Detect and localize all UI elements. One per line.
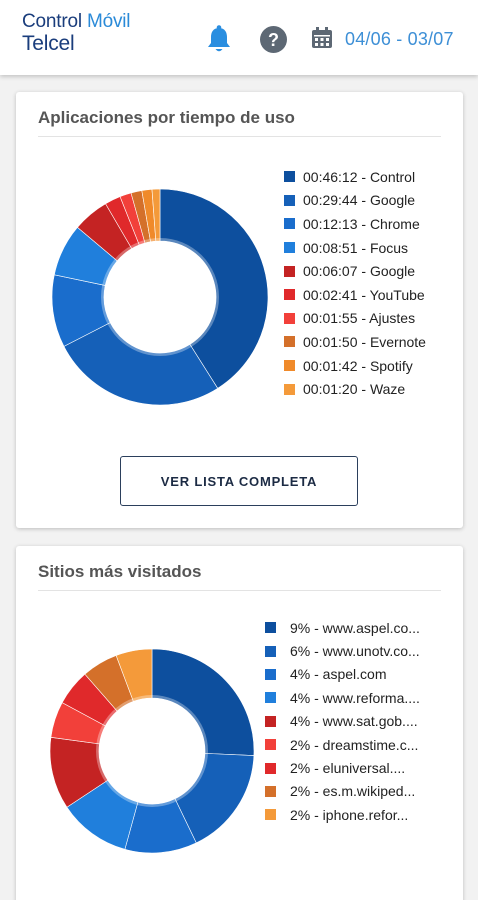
legend-label: 4% - www.sat.gob.... bbox=[290, 713, 418, 730]
legend-item: 2% - dreamstime.c... bbox=[265, 733, 420, 756]
legend-item: 4% - www.sat.gob.... bbox=[265, 710, 420, 733]
donut-hole bbox=[99, 698, 205, 804]
legend-swatch bbox=[284, 194, 295, 206]
legend-swatch bbox=[265, 692, 276, 704]
legend-item: 00:01:50 - Evernote bbox=[284, 330, 426, 354]
legend-swatch bbox=[284, 360, 295, 372]
legend-item: 9% - www.aspel.co... bbox=[265, 616, 420, 639]
calendar-icon[interactable] bbox=[311, 27, 333, 49]
brand-line1: Control bbox=[22, 11, 82, 32]
legend-swatch bbox=[265, 668, 276, 680]
legend-item: 2% - eluniversal.... bbox=[265, 756, 420, 779]
visited-sites-card: Sitios más visitados 9% - www.aspel.co..… bbox=[16, 546, 463, 900]
legend-swatch bbox=[284, 383, 295, 395]
legend-swatch bbox=[265, 622, 276, 634]
legend-swatch bbox=[284, 265, 295, 277]
legend-item: 00:29:44 - Google bbox=[284, 189, 426, 213]
app-header: Control Móvil Telcel ? 04/06 - 03/07 bbox=[0, 0, 478, 75]
legend-label: 2% - eluniversal.... bbox=[290, 760, 406, 777]
donut-slice bbox=[63, 322, 219, 406]
svg-text:?: ? bbox=[268, 30, 279, 50]
legend-label: 00:01:20 - Waze bbox=[303, 381, 406, 398]
legend-swatch bbox=[284, 289, 295, 301]
brand-logo: Control Móvil Telcel bbox=[22, 12, 130, 54]
legend-label: 6% - www.unotv.co... bbox=[290, 643, 420, 660]
legend-item: 00:12:13 - Chrome bbox=[284, 212, 426, 236]
legend-label: 4% - aspel.com bbox=[290, 666, 387, 683]
legend-item: 4% - aspel.com bbox=[265, 663, 420, 686]
legend-label: 00:01:50 - Evernote bbox=[303, 333, 426, 350]
legend-label: 00:06:07 - Google bbox=[303, 263, 416, 280]
apps-donut-chart bbox=[51, 188, 269, 406]
legend-swatch bbox=[284, 312, 295, 324]
apps-usage-card: Aplicaciones por tiempo de uso 00:46:12 … bbox=[16, 92, 463, 528]
legend-swatch bbox=[284, 242, 295, 254]
brand-accent: Móvil bbox=[86, 11, 131, 32]
divider bbox=[38, 590, 441, 591]
legend-swatch bbox=[284, 218, 295, 230]
legend-item: 2% - iphone.refor... bbox=[265, 803, 420, 826]
legend-item: 00:02:41 - YouTube bbox=[284, 283, 426, 307]
legend-swatch bbox=[284, 171, 295, 183]
legend-label: 00:12:13 - Chrome bbox=[303, 215, 420, 232]
legend-label: 2% - es.m.wikiped... bbox=[290, 783, 416, 800]
legend-item: 00:01:42 - Spotify bbox=[284, 354, 426, 378]
legend-label: 2% - dreamstime.c... bbox=[290, 736, 419, 753]
legend-label: 00:01:55 - Ajustes bbox=[303, 310, 416, 327]
view-full-list-button[interactable]: VER LISTA COMPLETA bbox=[120, 456, 358, 506]
brand-line2: Telcel bbox=[22, 32, 75, 55]
legend-item: 00:08:51 - Focus bbox=[284, 236, 426, 260]
legend-label: 00:01:42 - Spotify bbox=[303, 357, 413, 374]
divider bbox=[38, 136, 441, 137]
apps-legend: 00:46:12 - Control 00:29:44 - Google 00:12… bbox=[284, 165, 426, 401]
legend-item: 4% - www.reforma.... bbox=[265, 686, 420, 709]
card-title: Sitios más visitados bbox=[38, 562, 202, 581]
donut-hole bbox=[104, 241, 216, 353]
legend-swatch bbox=[284, 336, 295, 348]
bell-icon[interactable] bbox=[206, 24, 232, 54]
legend-label: 00:46:12 - Control bbox=[303, 168, 416, 185]
legend-label: 00:08:51 - Focus bbox=[303, 239, 409, 256]
legend-swatch bbox=[265, 715, 276, 727]
card-title: Aplicaciones por tiempo de uso bbox=[38, 108, 295, 127]
help-icon[interactable]: ? bbox=[260, 26, 287, 53]
legend-swatch bbox=[265, 739, 276, 751]
legend-label: 4% - www.reforma.... bbox=[290, 689, 420, 706]
legend-swatch bbox=[265, 762, 276, 774]
legend-item: 00:01:20 - Waze bbox=[284, 377, 426, 401]
legend-swatch bbox=[265, 645, 276, 657]
sites-donut-chart bbox=[49, 648, 255, 854]
legend-label: 00:29:44 - Google bbox=[303, 192, 416, 209]
legend-item: 6% - www.unotv.co... bbox=[265, 639, 420, 662]
legend-swatch bbox=[265, 809, 276, 821]
legend-item: 00:06:07 - Google bbox=[284, 259, 426, 283]
legend-swatch bbox=[265, 785, 276, 797]
legend-item: 2% - es.m.wikiped... bbox=[265, 780, 420, 803]
legend-item: 00:01:55 - Ajustes bbox=[284, 307, 426, 331]
legend-label: 9% - www.aspel.co... bbox=[290, 619, 420, 636]
date-range[interactable]: 04/06 - 03/07 bbox=[345, 29, 454, 49]
legend-label: 2% - iphone.refor... bbox=[290, 806, 409, 823]
legend-item: 00:46:12 - Control bbox=[284, 165, 426, 189]
legend-label: 00:02:41 - YouTube bbox=[303, 286, 425, 303]
sites-legend: 9% - www.aspel.co... 6% - www.unotv.co...… bbox=[265, 616, 420, 827]
